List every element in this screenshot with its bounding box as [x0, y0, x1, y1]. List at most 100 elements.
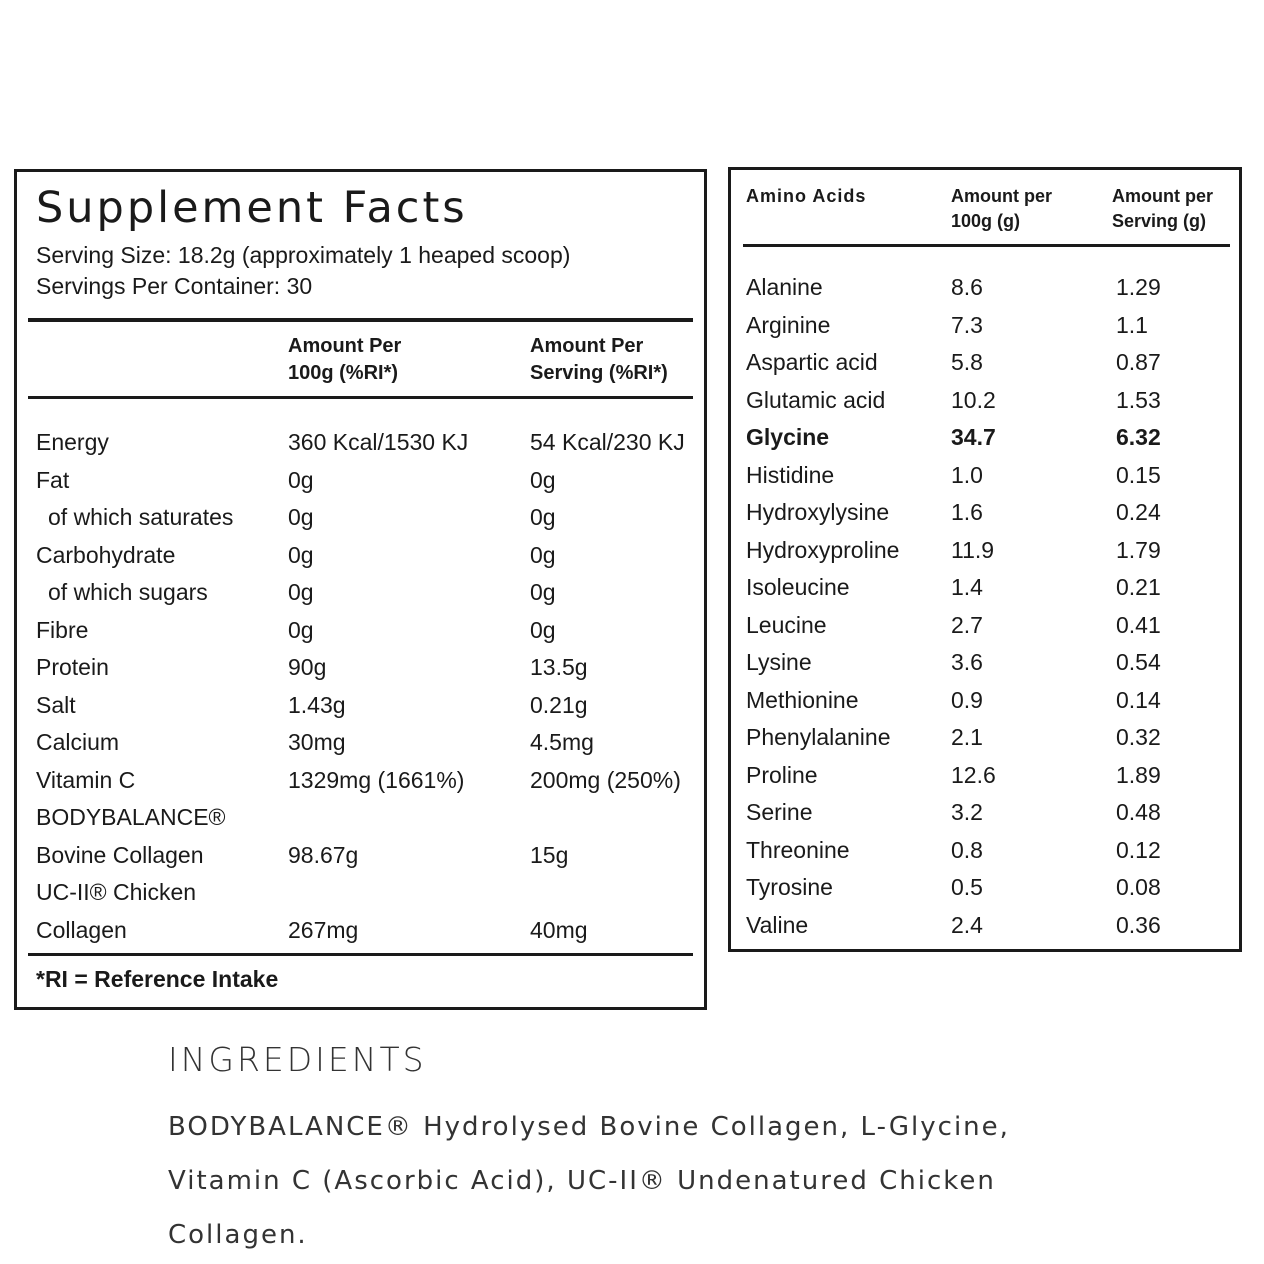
amino-name: Glutamic acid [746, 386, 886, 413]
footnote: *RI = Reference Intake [36, 966, 279, 992]
per-100g: 0g [288, 541, 314, 568]
per-serving: 1.89 [1116, 761, 1161, 788]
per-serving: 0.48 [1116, 799, 1161, 825]
per-100g: 0g [288, 504, 314, 530]
row-label: Collagen [36, 916, 127, 943]
row-label: Carbohydrate [36, 541, 176, 568]
amino-name: Aspartic acid [746, 349, 878, 375]
per-100g: 0g [288, 616, 314, 643]
amino-name: Histidine [746, 461, 835, 488]
per-serving: 1.1 [1116, 311, 1148, 338]
per-100g: 2.1 [951, 724, 983, 750]
amino-name: Serine [746, 799, 813, 825]
supplement-box [14, 169, 707, 1010]
per-100g: 30mg [288, 729, 346, 755]
amino-name: Phenylalanine [746, 724, 891, 750]
per-100g: 0.9 [951, 686, 983, 713]
per-serving: 0.12 [1116, 836, 1161, 863]
per-100g: 2.4 [951, 911, 983, 938]
per-serving: 0.41 [1116, 611, 1161, 638]
amino-name: Hydroxylysine [746, 499, 890, 525]
rule [28, 318, 693, 322]
amino-name: Alanine [746, 274, 823, 300]
row-label: Vitamin C [36, 766, 136, 793]
header: Amount per Serving (g) [1112, 186, 1213, 231]
amino-name: Lysine [746, 649, 812, 675]
amino-name: Methionine [746, 686, 859, 713]
per-serving: 0.24 [1116, 499, 1161, 525]
per-100g: 10.2 [951, 386, 996, 413]
amino-name: Valine [746, 911, 809, 938]
per-100g: 34.7 [951, 424, 996, 450]
per-serving: 0.54 [1116, 649, 1161, 675]
per-100g: 0g [288, 466, 314, 493]
header: Amount Per Serving (%RI*) [530, 335, 668, 384]
per-serving: 0.14 [1116, 686, 1161, 713]
per-100g: 1329mg (1661%) [288, 766, 465, 793]
per-100g: 1.6 [951, 499, 983, 525]
per-serving: 0g [530, 616, 556, 643]
per-serving: 1.29 [1116, 274, 1161, 300]
amino-name: Isoleucine [746, 574, 850, 600]
per-100g: 90g [288, 654, 327, 680]
per-100g: 7.3 [951, 311, 983, 338]
per-100g: 12.6 [951, 761, 996, 788]
per-100g: 11.9 [951, 536, 995, 563]
amino-box [728, 167, 1242, 952]
amino-name: Threonine [746, 836, 850, 863]
row-label: Salt [36, 691, 76, 718]
per-serving: 0.36 [1116, 911, 1161, 938]
amino-name: Proline [746, 761, 818, 788]
per-serving: 1.53 [1116, 386, 1161, 413]
header: Amount Per 100g (%RI*) [288, 335, 402, 384]
header: Amino Acids [746, 186, 867, 206]
per-serving: 0.21 [1116, 574, 1161, 600]
per-100g: 1.0 [951, 461, 983, 488]
amino-name: Leucine [746, 611, 827, 638]
per-serving: 0g [530, 504, 556, 530]
header: Amount per 100g (g) [951, 186, 1052, 231]
per-100g: 360 Kcal/1530 KJ [288, 429, 469, 455]
per-100g: 1.43g [288, 691, 346, 718]
row-label: Fat [36, 466, 70, 493]
row-label: Energy [36, 429, 109, 455]
row-label: UC-II® Chicken [36, 879, 197, 905]
per-serving: 13.5g [530, 654, 588, 680]
per-serving: 0.21g [530, 691, 588, 718]
per-100g: 0g [288, 579, 314, 605]
servings-per-container: Servings Per Container: 30 [36, 273, 313, 299]
per-serving: 0.87 [1116, 349, 1161, 375]
per-serving: 4.5mg [530, 729, 594, 755]
per-100g: 2.7 [951, 611, 983, 638]
rule [28, 396, 693, 399]
title: Supplement Facts [36, 183, 468, 233]
amino-name: Hydroxyproline [746, 536, 900, 563]
per-100g: 267mg [288, 916, 359, 943]
per-100g: 8.6 [951, 274, 983, 300]
per-serving: 0.32 [1116, 724, 1161, 750]
per-serving: 40mg [530, 916, 588, 943]
per-100g: 1.4 [951, 574, 983, 600]
per-serving: 6.32 [1116, 424, 1161, 450]
per-serving: 0g [530, 466, 556, 493]
per-serving: 54 Kcal/230 KJ [530, 429, 685, 455]
per-100g: 3.6 [951, 649, 983, 675]
row-label: of which saturates [48, 504, 234, 530]
row-label: of which sugars [48, 579, 208, 605]
rule [28, 953, 693, 956]
per-serving: 0.15 [1116, 461, 1161, 488]
per-100g: 3.2 [951, 799, 983, 825]
ingredients-title: INGREDIENTS [168, 1040, 427, 1079]
per-100g: 98.67g [288, 841, 359, 868]
per-100g: 0.5 [951, 874, 983, 900]
per-100g: 0.8 [951, 836, 983, 863]
per-100g: 5.8 [951, 349, 983, 375]
per-serving: 15g [530, 841, 569, 868]
per-serving: 1.79 [1116, 536, 1161, 563]
row-label: BODYBALANCE® [36, 804, 226, 830]
row-label: Bovine Collagen [36, 841, 204, 868]
per-serving: 0g [530, 541, 556, 568]
amino-name: Tyrosine [746, 874, 833, 900]
ingredients-text: BODYBALANCE® Hydrolysed Bovine Collagen,… [168, 1112, 1010, 1250]
